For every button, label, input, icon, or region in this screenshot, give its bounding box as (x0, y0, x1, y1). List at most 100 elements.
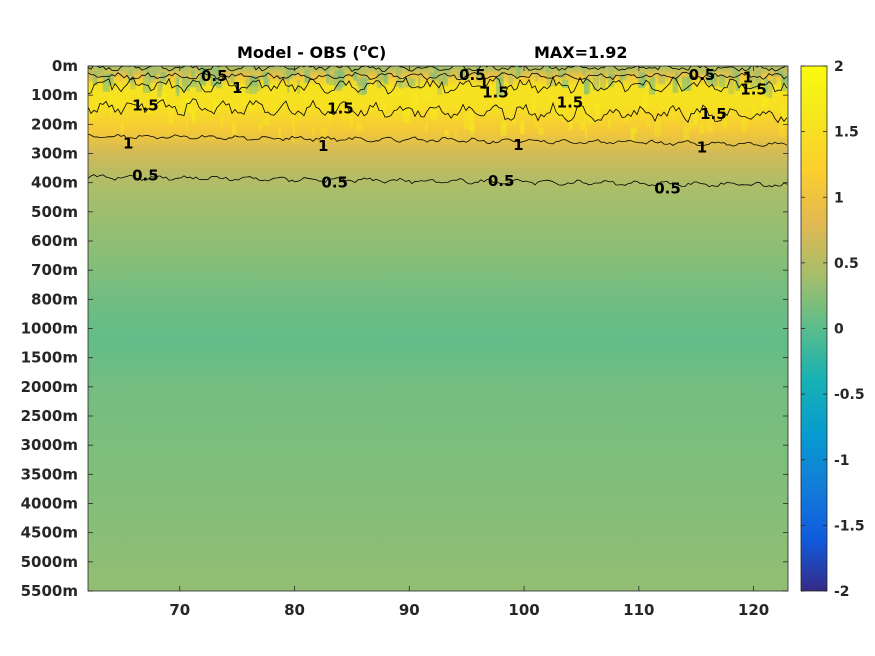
x-tick-label: 120 (738, 601, 769, 619)
heatmap-streak (506, 111, 512, 119)
heatmap-streak (168, 110, 174, 125)
heatmap-streak (352, 68, 357, 80)
heatmap-streak (130, 76, 136, 90)
heatmap-streak (681, 76, 690, 92)
heatmap-streak (341, 115, 346, 123)
heatmap-streak (561, 79, 569, 89)
heatmap-streak (568, 116, 573, 130)
contour-label: 0.5 (201, 67, 228, 85)
colorbar-tick-label: 1 (834, 190, 844, 206)
heatmap-streak (402, 107, 410, 123)
heatmap-area (88, 66, 788, 591)
heatmap-streak (558, 70, 567, 79)
y-tick-label: 3500m (21, 465, 78, 483)
contour-labels: 0.511.5 1.50.511.51.50.5 11.51.51 1 1 10.5 0.5… (123, 66, 767, 198)
heatmap-streak (328, 74, 337, 86)
heatmap-streak (397, 92, 402, 99)
heatmap-streak (278, 128, 282, 140)
heatmap-streak (735, 72, 740, 91)
heatmap-streak (787, 66, 788, 73)
heatmap-streak (625, 114, 629, 123)
contour-label: 0.5 (689, 66, 716, 84)
heatmap-streak (153, 67, 161, 74)
contour-label: 0.5 (488, 172, 515, 190)
heatmap-streak (189, 80, 197, 88)
heatmap-streak (245, 77, 249, 94)
heatmap-streak (723, 112, 728, 129)
heatmap-streak (256, 76, 261, 92)
heatmap-streak (311, 126, 316, 136)
heatmap-streak (303, 94, 308, 102)
contour-label: 1.5 (700, 105, 727, 123)
heatmap-streak (337, 71, 345, 88)
heatmap-streak (743, 111, 749, 125)
y-tick-label: 3000m (21, 436, 78, 454)
heatmap-streak (689, 122, 692, 130)
contour-label: 1 (479, 75, 489, 93)
heatmap-streak (212, 99, 220, 109)
heatmap-streak (271, 102, 278, 112)
heatmap-streak (512, 117, 517, 125)
heatmap-streak (608, 67, 615, 78)
heatmap-streak (242, 96, 250, 106)
y-tick-label: 1000m (21, 320, 78, 338)
heatmap-streak (630, 128, 635, 142)
contour-label: 1 (743, 69, 753, 87)
colorbar-tick-label: 2 (834, 59, 844, 75)
heatmap-streak (325, 67, 330, 84)
heatmap-streak (741, 121, 747, 132)
heatmap-background (88, 66, 788, 591)
colorbar-axis: 2 1.5 1 0.5 0 -0.5 -1 -1.5 -2 (801, 59, 865, 600)
heatmap-streak (200, 67, 207, 86)
heatmap-streak (476, 66, 481, 77)
heatmap-streak (546, 68, 553, 87)
heatmap-streak (583, 66, 586, 76)
contour-label: 1.5 (557, 93, 584, 111)
colorbar-tick-label: -2 (834, 584, 850, 600)
heatmap-streak (298, 110, 301, 121)
heatmap-streak (687, 112, 691, 125)
heatmap-streak (102, 73, 110, 92)
heatmap-streak (620, 69, 627, 80)
colorbar-tick-label: -1.5 (834, 518, 865, 534)
y-tick-label: 5000m (21, 553, 78, 571)
y-tick-label: 800m (31, 290, 78, 308)
y-tick-label: 2500m (21, 407, 78, 425)
heatmap-streak (732, 68, 738, 77)
contour-line (88, 66, 787, 73)
heatmap-streak (579, 121, 587, 131)
heatmap-streak (381, 104, 386, 118)
heatmap-streak (228, 73, 231, 85)
heatmap-streak (304, 74, 311, 82)
heatmap-streak (454, 129, 457, 139)
heatmap-streak (772, 75, 777, 85)
heatmap-streak (563, 102, 570, 118)
heatmap-streak (161, 71, 166, 81)
heatmap-streak (746, 97, 750, 108)
heatmap-streak (718, 74, 726, 88)
heatmap-streak (638, 72, 645, 89)
heatmap-streak (258, 122, 263, 131)
heatmap-streak (587, 116, 594, 125)
heatmap-streak (142, 74, 151, 93)
y-axis: 0m 100m 200m 300m 400m 500m 600m 700m 800m 1000m 1… (21, 57, 788, 600)
x-axis: 70 80 90 100 110 120 (169, 66, 769, 619)
heatmap-streak (538, 127, 544, 135)
contour-line (88, 75, 788, 95)
heatmap-streak (283, 71, 290, 81)
heatmap-streak (582, 109, 586, 124)
heatmap-streak (248, 100, 256, 112)
heatmap-streak (328, 107, 333, 120)
heatmap-streak (631, 127, 638, 134)
contour-label: 0.5 (321, 174, 348, 192)
heatmap-streak (782, 108, 787, 126)
heatmap-streak (220, 116, 224, 126)
contour-label: 1 (123, 134, 133, 152)
contour-line (88, 71, 788, 81)
heatmap-streak (597, 107, 601, 117)
contour-label: 1.5 (132, 96, 159, 114)
y-tick-label: 500m (31, 203, 78, 221)
heatmap-streak (175, 92, 178, 108)
contour-lines (88, 66, 788, 188)
